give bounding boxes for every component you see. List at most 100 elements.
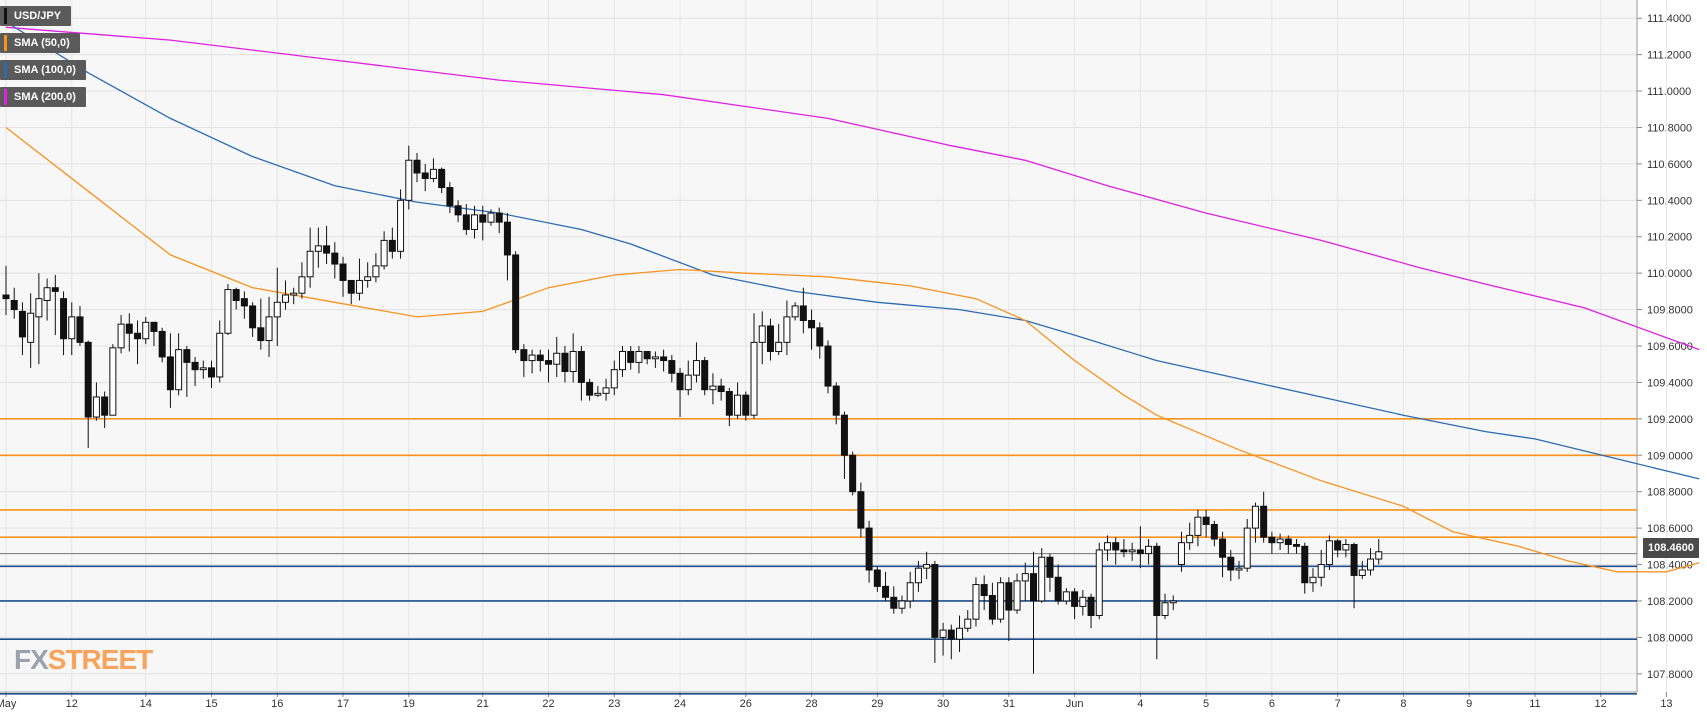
x-tick-label: 19	[403, 698, 415, 710]
candle-body	[290, 292, 298, 296]
legend-label-usdjpy: USD/JPY	[14, 10, 62, 22]
candle-body	[380, 239, 388, 267]
candle-body	[372, 265, 380, 278]
candle-body	[2, 294, 10, 300]
x-tick-label: 11	[1529, 698, 1540, 710]
x-tick-label: 22	[542, 698, 554, 710]
candle-body	[709, 385, 717, 391]
candle-body	[1062, 591, 1070, 602]
y-tick-label: 111.0000	[1647, 86, 1691, 98]
candle-body	[1177, 542, 1185, 566]
fxstreet-logo: FXSTREET	[14, 644, 153, 676]
candle-body	[520, 349, 528, 362]
candle-body	[84, 341, 92, 418]
logo-fx: FX	[14, 644, 49, 675]
candle-body	[92, 396, 100, 418]
candle-body	[701, 360, 709, 391]
x-tick-label: 15	[205, 698, 217, 710]
x-tick-label: 23	[608, 698, 620, 710]
candle-body	[1268, 536, 1276, 544]
sma200-line	[5, 26, 1700, 351]
candle-body	[495, 212, 503, 223]
candle-body	[166, 356, 174, 391]
candle-body	[429, 168, 437, 179]
legend-item-usdjpy: USD/JPY	[0, 6, 72, 26]
candle-body	[51, 287, 59, 292]
legend-swatch-usdjpy	[4, 8, 7, 24]
legend-item-sma50: SMA (50,0)	[0, 33, 80, 53]
y-tick-label: 109.0000	[1647, 450, 1693, 462]
candle-body	[1103, 542, 1111, 551]
candle-body	[676, 372, 684, 391]
candle-body	[27, 312, 35, 343]
x-tick-label: 12	[66, 698, 78, 710]
candle-body	[454, 205, 462, 216]
candle-body	[314, 245, 322, 252]
legend-swatch-sma50	[4, 35, 7, 51]
x-tick-label: 8	[1400, 698, 1406, 710]
x-tick-label: May	[0, 698, 17, 710]
candle-body	[1013, 580, 1021, 611]
candle-body	[1087, 596, 1095, 617]
candle-body	[725, 391, 733, 416]
candle-body	[1309, 576, 1317, 584]
candle-body	[397, 199, 405, 252]
candle-body	[150, 321, 158, 332]
x-tick-label: 5	[1203, 698, 1209, 710]
sma50-line	[5, 126, 1700, 573]
candle-body	[208, 367, 215, 378]
candle-body	[339, 263, 347, 281]
candle-body	[1186, 534, 1194, 544]
candle-body	[1021, 573, 1029, 582]
candle-body	[413, 159, 421, 174]
y-tick-label: 108.0000	[1647, 632, 1693, 644]
candle-body	[956, 627, 964, 640]
candle-body	[742, 394, 750, 416]
candle-body	[857, 491, 865, 529]
legend-swatch-sma100	[4, 62, 7, 78]
candle-body	[1317, 564, 1325, 578]
candle-body	[43, 287, 51, 301]
x-tick-label: 16	[271, 698, 283, 710]
x-tick-label: 21	[477, 698, 489, 710]
candle-body	[306, 250, 314, 278]
candle-body	[1260, 505, 1268, 538]
y-tick-label: 109.8000	[1647, 305, 1693, 317]
candle-body	[109, 347, 117, 416]
candle-body	[660, 356, 668, 362]
candle-body	[873, 569, 881, 587]
legend-swatch-sma200	[4, 89, 7, 105]
candle-body	[988, 594, 996, 620]
candle-body	[799, 305, 807, 322]
x-tick-label: 26	[740, 698, 752, 710]
candle-body	[1120, 549, 1128, 553]
candle-body	[528, 354, 536, 362]
candle-body	[1293, 543, 1301, 547]
candle-body	[627, 350, 635, 363]
x-tick-label: 4	[1137, 698, 1143, 710]
candle-body	[816, 327, 824, 347]
candle-body	[651, 356, 659, 360]
candle-body	[142, 321, 150, 340]
candle-body	[865, 527, 873, 571]
candle-body	[734, 394, 742, 416]
candle-body	[775, 341, 783, 352]
candle-body	[824, 345, 832, 387]
candle-body	[60, 298, 68, 340]
x-tick-label: 12	[1595, 698, 1607, 710]
candle-body	[1136, 549, 1144, 555]
candle-body	[240, 298, 248, 307]
candle-body	[577, 350, 585, 383]
candle-body	[997, 582, 1005, 620]
candle-body	[1046, 556, 1054, 578]
candle-body	[906, 582, 914, 602]
candle-body	[18, 310, 26, 338]
y-tick-label: 111.4000	[1647, 13, 1691, 25]
x-tick-label: 24	[674, 698, 686, 710]
candle-body	[388, 239, 396, 252]
candle-body	[331, 252, 339, 265]
candle-body	[1350, 543, 1358, 576]
candle-body	[914, 567, 922, 584]
candle-body	[1358, 569, 1366, 576]
